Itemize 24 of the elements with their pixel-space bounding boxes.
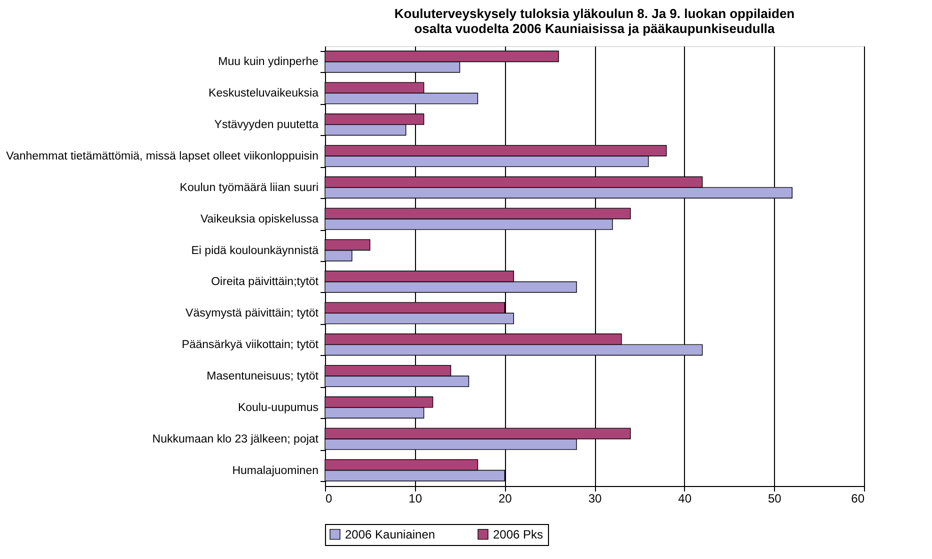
y-tick-label: Ei pidä koulounkäynnistä: [191, 244, 320, 257]
y-tick-label: Masentuneisuus; tytöt: [206, 370, 320, 382]
legend-label: 2006 Kauniainen: [345, 527, 436, 542]
y-tick-label: Väsymystä päivittäin; tytöt: [186, 308, 320, 320]
y-tick-label: Muu kuin ydinperhe: [218, 56, 318, 68]
y-tick-label: Vanhemmat tietämättömiä, missä lapset olleet viikonloppuisin: [6, 150, 318, 162]
x-tick-label: 20: [498, 492, 512, 506]
y-tick-label: Ystävyyden puutetta: [214, 119, 320, 132]
y-tick-label: Keskusteluvaikeuksia: [208, 88, 320, 100]
x-tick-label: 40: [678, 492, 692, 506]
x-tick-label: 50: [768, 492, 782, 506]
legend-label: 2006 Pks: [493, 527, 544, 542]
y-tick-label: Koulu-uupumus: [238, 402, 319, 414]
y-tick-label: Oireita päivittäin;tytöt: [211, 276, 320, 288]
x-tick-label: 30: [588, 492, 602, 506]
x-tick-label: 0: [326, 492, 332, 506]
chart-title: Kouluterveyskysely tuloksia yläkoulun 8. Ja 9. luokan oppilaiden osalta vuodelta 2006 Kauniaisissa ja pääkaupunkiseudulla: [394, 6, 795, 36]
y-tick-label: Nukkumaan klo 23 jälkeen; pojat: [152, 433, 320, 446]
y-tick-label: Koulun työmäärä liian suuri: [180, 182, 318, 194]
y-tick-label: Humalajuominen: [232, 464, 318, 477]
y-tick-label: Päänsärkyä viikottain; tytöt: [182, 339, 320, 352]
x-tick-label: 10: [408, 492, 422, 506]
x-tick-label: 60: [851, 492, 865, 506]
y-tick-label: Vaikeuksia opiskelussa: [200, 213, 320, 226]
